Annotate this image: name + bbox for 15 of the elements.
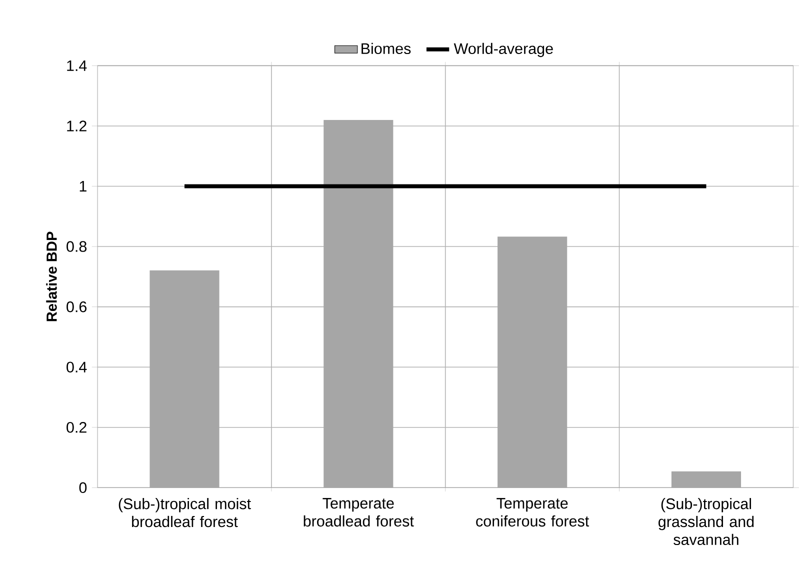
y-tick-label: 0.2	[66, 422, 86, 433]
legend-label: Biomes	[362, 42, 411, 54]
x-tick-label: Temperate coniferous forest	[476, 498, 590, 526]
x-tick-label: Temperate broadlead forest	[304, 498, 414, 526]
y-tick-label: 1	[80, 180, 86, 192]
y-tick-label: 1.2	[67, 120, 86, 132]
y-tick-label: 0.4	[66, 362, 87, 372]
x-tick-label: (Sub-)tropical moist broadleaf forest	[118, 498, 251, 528]
x-tick-label: (Sub-)tropical grassland and savannah	[658, 498, 754, 545]
y-axis-title: Relative BDP	[46, 232, 57, 322]
y-tick-label: 0	[79, 482, 87, 493]
y-tick-label: 1.4	[67, 60, 87, 71]
legend-label: World-average	[454, 42, 553, 57]
y-tick-label: 0.6	[66, 301, 87, 312]
y-tick-label: 0.8	[66, 241, 87, 252]
